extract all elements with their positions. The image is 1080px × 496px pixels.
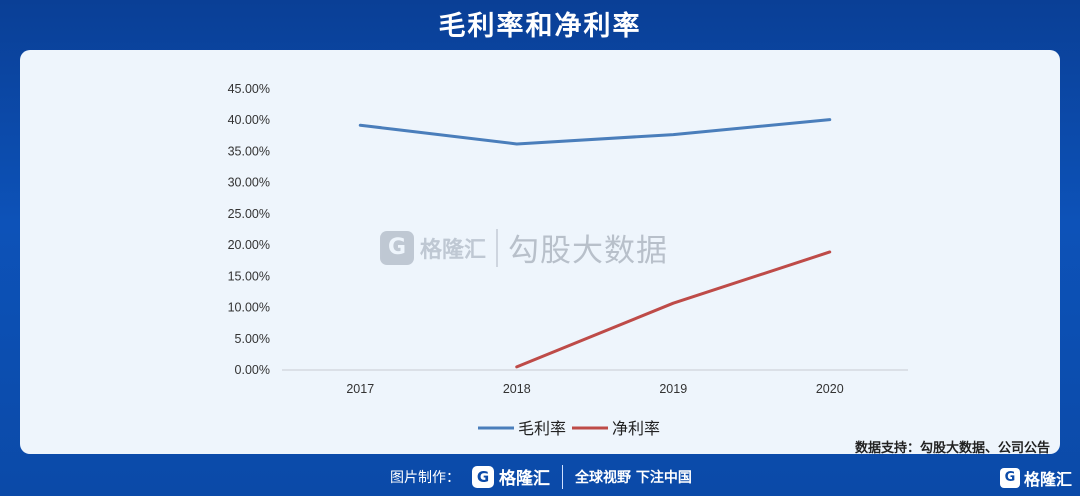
y-tick-label: 45.00% xyxy=(228,82,270,96)
series-line xyxy=(358,118,832,146)
footer-right-brand: 格隆汇 xyxy=(1023,470,1072,489)
y-tick-label: 15.00% xyxy=(228,269,270,283)
data-source: 数据支持：勾股大数据、公司公告 xyxy=(854,441,1050,456)
series-line xyxy=(515,250,832,369)
watermark: G 格隆汇 勾股大数据 xyxy=(380,225,668,270)
footer-brand: 格隆汇 xyxy=(499,469,550,489)
y-tick-label: 30.00% xyxy=(228,176,270,190)
watermark-logo-icon: G xyxy=(380,230,414,265)
footer-right-logo: G 格隆汇 xyxy=(999,466,1072,490)
y-tick-label: 5.00% xyxy=(235,332,270,346)
y-tick-label: 35.00% xyxy=(228,144,270,158)
footer-slogan: 全球视野 下注中国 xyxy=(575,469,692,486)
footer-right-logo-icon: G xyxy=(999,468,1020,488)
x-tick-label: 2018 xyxy=(503,382,531,396)
x-tick-label: 2020 xyxy=(816,382,844,396)
legend-label: 净利率 xyxy=(612,419,660,438)
x-tick-label: 2019 xyxy=(659,382,687,396)
watermark-divider xyxy=(496,228,499,267)
watermark-text: 勾股大数据 xyxy=(508,233,669,269)
legend-label: 毛利率 xyxy=(518,419,566,438)
chart-title: 毛利率和净利率 xyxy=(438,11,642,42)
y-tick-label: 40.00% xyxy=(228,113,270,127)
footer-divider xyxy=(562,464,563,489)
y-tick-label: 0.00% xyxy=(235,363,270,377)
footer-bar: 图片制作： G 格隆汇 全球视野 下注中国 G 格隆汇 xyxy=(0,460,1080,496)
footer-label: 图片制作： xyxy=(390,469,460,486)
chart-panel xyxy=(20,50,1060,454)
y-tick-label: 20.00% xyxy=(228,238,270,252)
watermark-brand: 格隆汇 xyxy=(420,237,487,263)
footer-logo-icon: G xyxy=(472,465,494,488)
x-tick-label: 2017 xyxy=(346,382,374,396)
footer-credit: 图片制作： G 格隆汇 全球视野 下注中国 xyxy=(390,464,692,489)
y-tick-label: 25.00% xyxy=(228,207,270,221)
y-tick-label: 10.00% xyxy=(228,301,270,315)
